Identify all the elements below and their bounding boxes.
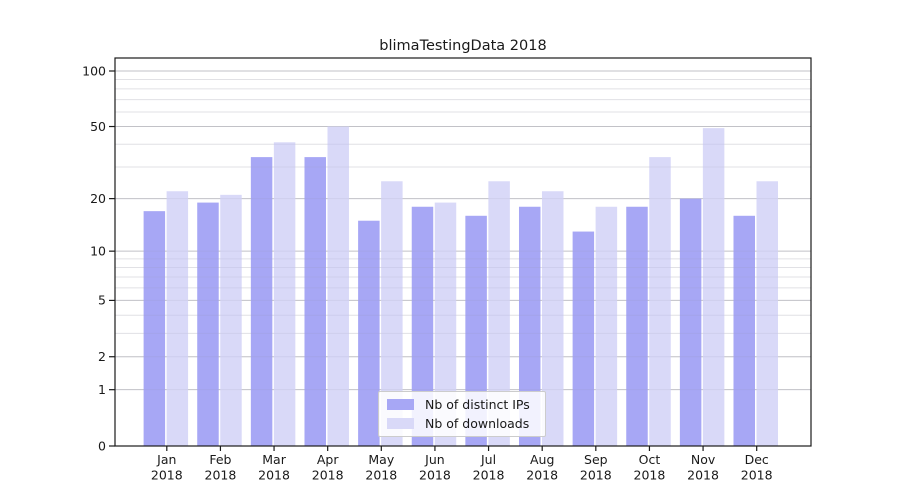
bar-downloads-jun xyxy=(434,202,457,446)
legend-item-downloads: Nb of downloads xyxy=(387,416,537,431)
y-tick-label-50: 50 xyxy=(90,119,106,134)
bar-distinct-ips-aug xyxy=(518,206,541,446)
bar-distinct-ips-jul xyxy=(465,215,487,446)
x-tick-label-apr: Apr 2018 xyxy=(312,452,344,483)
x-tick-label-aug: Aug 2018 xyxy=(526,452,558,483)
bar-groups xyxy=(143,126,778,447)
bar-distinct-ips-apr xyxy=(304,157,326,446)
bar-downloads-aug xyxy=(541,191,564,446)
bar-distinct-ips-nov xyxy=(679,198,702,446)
x-tick-label-nov: Nov 2018 xyxy=(687,452,719,483)
plot-border xyxy=(114,57,812,447)
bar-downloads-may xyxy=(381,181,403,446)
bar-distinct-ips-oct xyxy=(626,206,648,446)
bar-distinct-ips-jan xyxy=(143,211,166,446)
bar-distinct-ips-jun xyxy=(411,206,434,446)
bar-distinct-ips-may xyxy=(358,220,380,446)
legend-label-downloads: Nb of downloads xyxy=(425,415,530,431)
bar-distinct-ips-sep xyxy=(572,231,595,446)
bar-downloads-apr xyxy=(327,126,349,447)
x-tick-label-oct: Oct 2018 xyxy=(634,452,666,483)
x-tick-label-may: May 2018 xyxy=(365,452,397,483)
bar-distinct-ips-dec xyxy=(733,215,755,446)
y-tick-label-1: 1 xyxy=(98,382,106,397)
bar-downloads-dec xyxy=(756,181,778,446)
bar-downloads-jan xyxy=(166,191,189,446)
chart-title: blimaTestingData 2018 xyxy=(379,38,546,54)
legend-label-distinct-ips: Nb of distinct IPs xyxy=(425,397,530,413)
legend: Nb of distinct IPs Nb of downloads xyxy=(378,391,546,437)
x-tick-label-feb: Feb 2018 xyxy=(205,452,237,483)
x-axis-labels: Jan 2018 Feb 2018 Mar 2018 Apr 2018 May 2018 Jun 20… xyxy=(151,452,773,483)
y-tick-label-100: 100 xyxy=(82,63,106,78)
bar-distinct-ips-feb xyxy=(197,202,219,446)
y-tick-label-20: 20 xyxy=(90,191,106,206)
x-tick-label-jun: Jun 2018 xyxy=(419,452,451,483)
legend-swatch-distinct-ips xyxy=(387,399,414,411)
bar-downloads-jul xyxy=(488,181,510,446)
x-tick-label-dec: Dec 2018 xyxy=(741,452,773,483)
axis-ticks xyxy=(109,70,758,451)
y-tick-label-5: 5 xyxy=(98,293,106,308)
bar-downloads-mar xyxy=(273,142,296,446)
x-tick-label-mar: Mar 2018 xyxy=(258,452,290,483)
bar-downloads-oct xyxy=(649,157,671,446)
bar-downloads-feb xyxy=(220,194,242,446)
legend-item-distinct-ips: Nb of distinct IPs xyxy=(387,397,537,412)
bar-distinct-ips-mar xyxy=(250,157,273,446)
y-axis-labels: 0 1 2 5 10 20 50 100 xyxy=(82,63,106,453)
y-tick-label-0: 0 xyxy=(98,438,106,453)
y-tick-label-2: 2 xyxy=(98,349,106,364)
x-tick-label-sep: Sep 2018 xyxy=(580,452,612,483)
legend-swatch-downloads xyxy=(387,417,414,429)
x-tick-label-jan: Jan 2018 xyxy=(151,452,183,483)
bar-downloads-sep xyxy=(595,206,618,446)
y-tick-label-10: 10 xyxy=(90,243,106,258)
bar-downloads-nov xyxy=(702,128,725,446)
x-tick-label-jul: Jul 2018 xyxy=(473,452,505,483)
gridlines-overlay xyxy=(115,70,811,391)
